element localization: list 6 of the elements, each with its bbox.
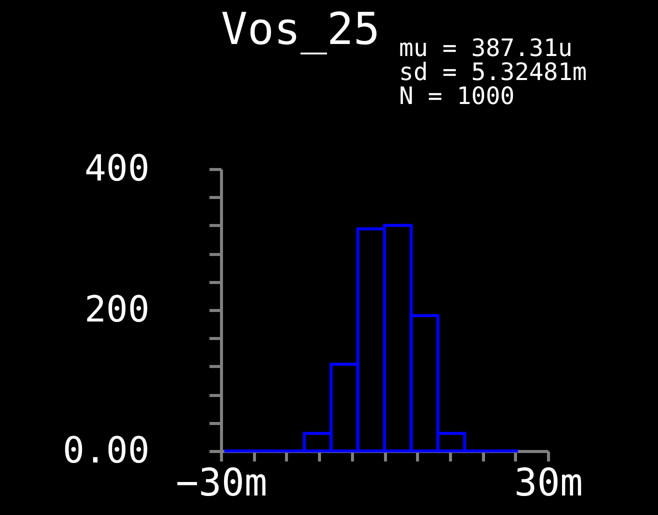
x-tick-label: −30m <box>176 460 268 504</box>
y-tick-label: 400 <box>84 148 150 190</box>
y-tick-label: 200 <box>84 290 150 330</box>
chart-title: Vos_25 <box>221 4 380 55</box>
y-tick-label: 0.00 <box>62 430 150 472</box>
x-tick-label: 30m <box>514 460 583 504</box>
